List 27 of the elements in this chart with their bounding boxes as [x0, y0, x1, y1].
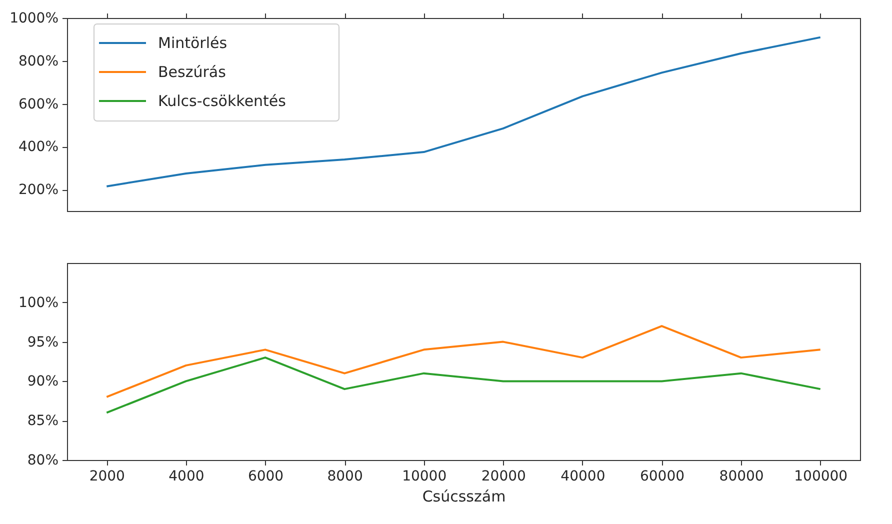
x-tick-label: 20000	[481, 468, 526, 484]
x-tick-label: 10000	[402, 468, 447, 484]
x-tick-label: 6000	[248, 468, 284, 484]
y-tick-label: 400%	[18, 139, 58, 156]
x-tick-label: 40000	[560, 468, 606, 484]
legend-label: Mintörlés	[158, 34, 228, 52]
y-tick-label: 85%	[27, 413, 58, 430]
line-series	[106, 325, 822, 398]
x-tick-label: 80000	[719, 468, 764, 484]
y-tick-label: 90%	[27, 374, 58, 390]
y-tick-label: 100%	[18, 294, 58, 311]
y-tick-label: 95%	[27, 334, 58, 350]
y-tick-label: 800%	[18, 53, 58, 70]
x-tick-label: 8000	[327, 468, 363, 484]
line-series	[106, 356, 822, 414]
x-tick-label: 100000	[794, 468, 848, 484]
x-tick-label: 60000	[640, 468, 685, 484]
y-tick-label: 80%	[27, 452, 58, 468]
y-tick-label: 200%	[18, 182, 58, 198]
y-tick-label: 1000%	[10, 10, 58, 26]
x-tick-label: 4000	[168, 468, 204, 484]
x-tick-label: 2000	[89, 468, 125, 484]
y-tick-label: 600%	[18, 96, 58, 112]
line-series	[106, 36, 822, 188]
text: Beszúrás	[158, 63, 226, 81]
x-axis-title: Csúcsszám	[422, 488, 506, 506]
text: Kulcs-csökkentés	[158, 92, 286, 110]
